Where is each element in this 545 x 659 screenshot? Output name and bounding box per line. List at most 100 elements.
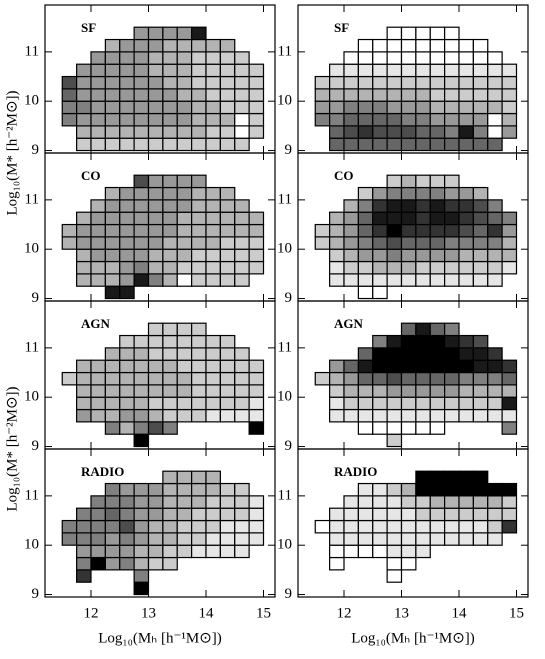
- cell: [415, 100, 431, 115]
- panel-label: CO: [81, 168, 101, 183]
- cell: [458, 63, 474, 78]
- cell: [191, 347, 207, 361]
- x-tick-label: 14: [452, 605, 468, 621]
- y-tick-label: 11: [25, 339, 39, 355]
- cell: [90, 75, 106, 90]
- cell: [444, 199, 460, 213]
- cell: [487, 359, 503, 374]
- cell: [104, 186, 121, 201]
- cell: [176, 112, 193, 127]
- cell: [90, 100, 106, 115]
- cell: [400, 532, 417, 546]
- cell: [357, 260, 374, 275]
- cell: [234, 199, 250, 213]
- cell: [162, 199, 178, 213]
- cell: [444, 260, 460, 275]
- cell: [329, 532, 345, 546]
- cell: [147, 63, 164, 78]
- cell: [191, 236, 207, 250]
- cell: [400, 236, 417, 250]
- cell: [176, 482, 193, 497]
- cell: [191, 112, 207, 127]
- cell: [104, 38, 121, 53]
- cell: [147, 125, 164, 139]
- cell: [415, 544, 431, 559]
- cell: [458, 495, 474, 509]
- cell: [219, 88, 236, 102]
- cell: [234, 519, 250, 534]
- cell: [386, 125, 403, 139]
- cell: [487, 519, 503, 534]
- cell: [386, 433, 403, 448]
- cell: [487, 100, 503, 115]
- cell: [90, 223, 106, 238]
- cell: [234, 223, 250, 238]
- cell: [429, 125, 446, 139]
- cell: [133, 100, 150, 115]
- cell: [372, 421, 388, 435]
- cell: [472, 482, 489, 497]
- cell: [90, 199, 106, 213]
- cell: [176, 507, 193, 522]
- cell: [429, 371, 446, 386]
- cell: [219, 51, 236, 65]
- cell: [386, 482, 403, 497]
- cell: [343, 495, 359, 509]
- cell: [343, 236, 359, 250]
- cell: [76, 75, 92, 90]
- y-tick-label: 10: [24, 93, 39, 109]
- cell: [444, 347, 460, 361]
- cell: [76, 556, 92, 571]
- cell: [400, 125, 417, 139]
- cell: [400, 396, 417, 411]
- cell: [329, 556, 345, 571]
- cell: [147, 38, 164, 53]
- cell: [219, 396, 236, 411]
- cell: [133, 544, 150, 559]
- cell: [400, 75, 417, 90]
- cell: [472, 88, 489, 102]
- cell: [147, 421, 164, 435]
- cell: [372, 125, 388, 139]
- cell: [386, 421, 403, 435]
- cell: [444, 112, 460, 127]
- cell: [444, 532, 460, 546]
- cell: [234, 63, 250, 78]
- cell: [147, 273, 164, 287]
- y-tick-label: 10: [24, 241, 39, 257]
- cell: [191, 63, 207, 78]
- cell: [487, 137, 503, 152]
- cell: [104, 63, 121, 78]
- cell: [386, 38, 403, 53]
- x-axis-title: Log₁₀(Mₕ [h⁻¹M⊙]): [98, 630, 222, 646]
- cell: [429, 211, 446, 226]
- cell: [176, 51, 193, 65]
- cell: [429, 112, 446, 127]
- cell: [219, 260, 236, 275]
- cell: [61, 519, 78, 534]
- cell: [329, 223, 345, 238]
- cell: [357, 347, 374, 361]
- cell: [61, 112, 78, 127]
- cell: [219, 186, 236, 201]
- cell: [386, 519, 403, 534]
- cell: [104, 556, 121, 571]
- cell: [162, 408, 178, 423]
- cell: [458, 507, 474, 522]
- cell: [248, 211, 265, 226]
- cell: [205, 186, 221, 201]
- cell: [104, 137, 121, 152]
- cell: [219, 248, 236, 263]
- cell: [191, 186, 207, 201]
- cell: [357, 408, 374, 423]
- cell: [429, 334, 446, 349]
- cell: [248, 421, 265, 435]
- cell: [487, 408, 503, 423]
- x-tick-label: 13: [394, 605, 409, 621]
- cell: [343, 384, 359, 398]
- cell: [343, 519, 359, 534]
- cell: [400, 211, 417, 226]
- cell: [104, 260, 121, 275]
- cell: [386, 260, 403, 275]
- cell: [429, 236, 446, 250]
